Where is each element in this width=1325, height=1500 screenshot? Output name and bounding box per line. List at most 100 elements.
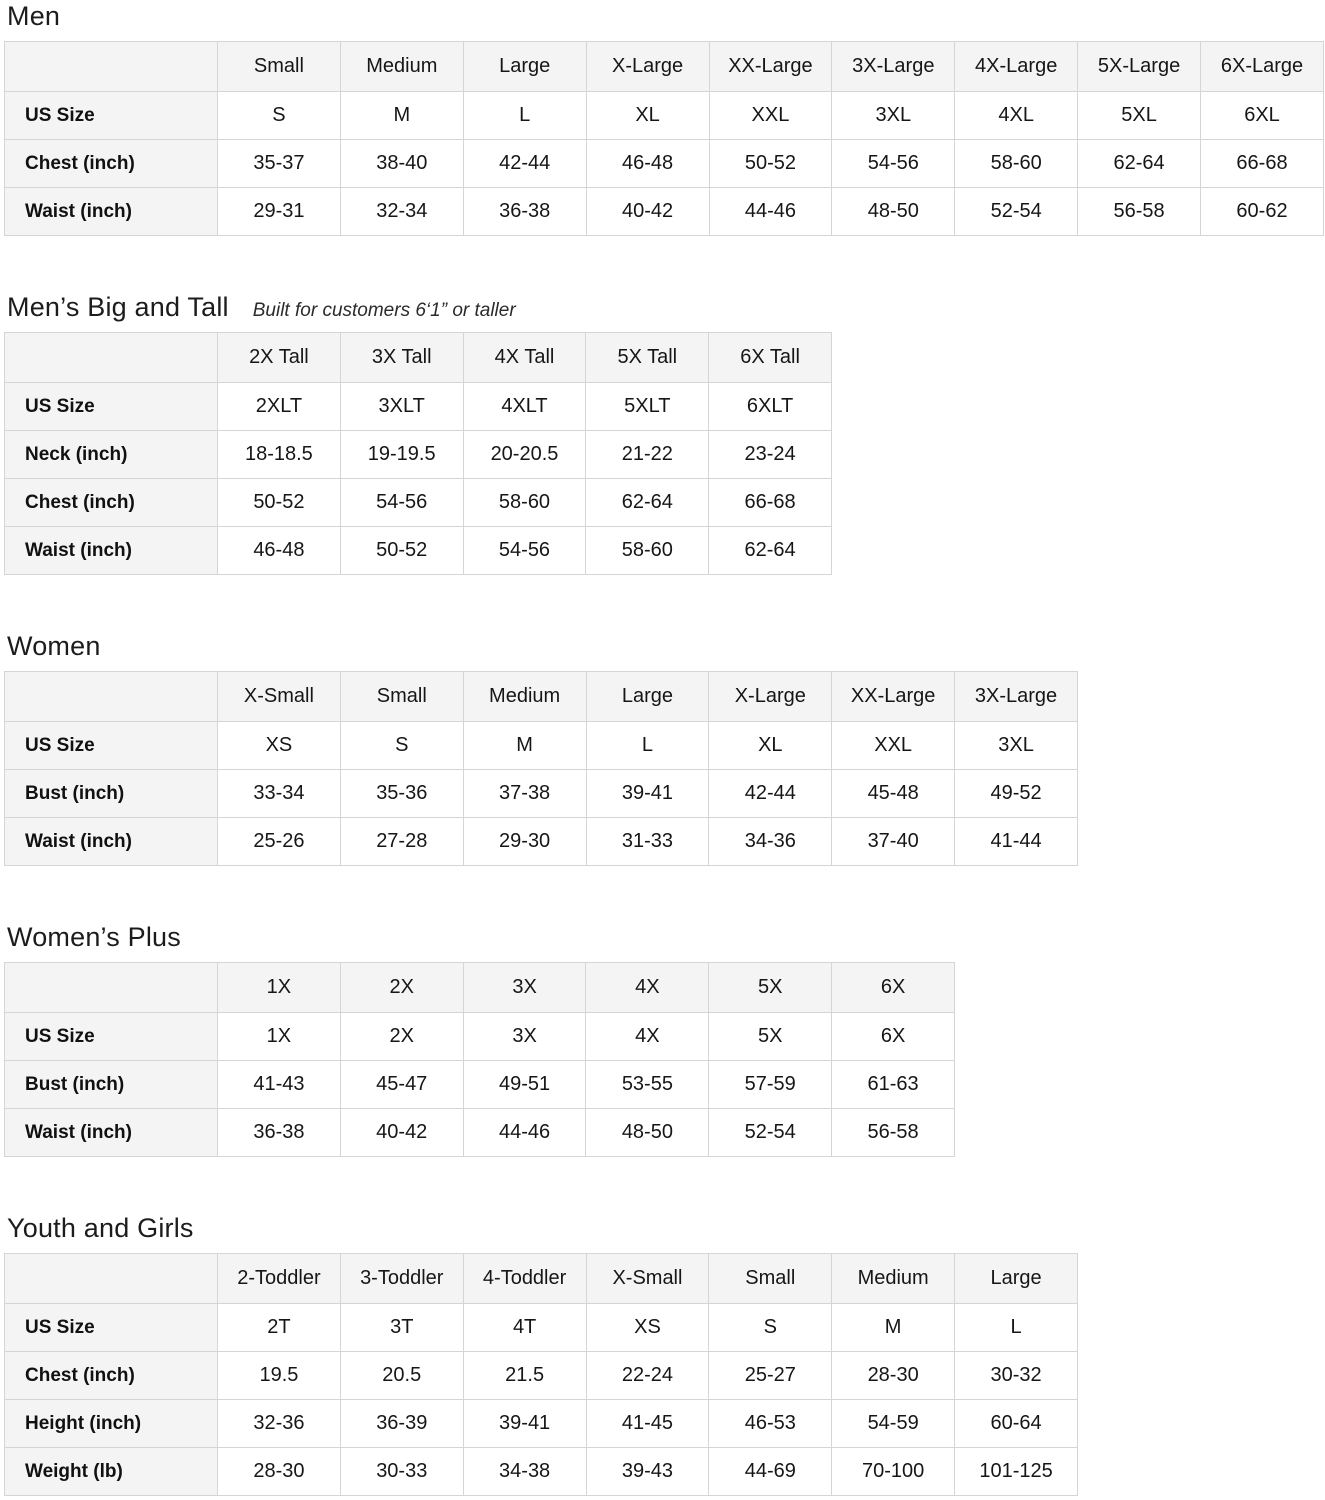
data-cell: 62-64 — [585, 478, 710, 527]
data-cell: L — [954, 1303, 1078, 1352]
column-header-cell: Medium — [339, 41, 464, 92]
column-header-cell: 2X Tall — [217, 332, 341, 383]
table-row: Bust (inch) 33-34 35-36 37-38 39-41 42-44 45-4… — [4, 769, 1078, 818]
size-table: Small Medium Large X-Large XX-Large 3X-Large 4… — [4, 41, 1324, 236]
data-cell: L — [462, 91, 587, 140]
table-row: Chest (inch) 19.5 20.5 21.5 22-24 25-27 28-30 3… — [4, 1351, 1078, 1400]
data-cell: 41-45 — [585, 1399, 710, 1448]
corner-cell — [4, 1253, 218, 1304]
column-header-cell: XX-Large — [831, 671, 956, 722]
column-header-cell: 3X — [462, 962, 587, 1013]
data-cell: 22-24 — [585, 1351, 710, 1400]
table-row: Height (inch) 32-36 36-39 39-41 41-45 46-53 54… — [4, 1399, 1078, 1448]
row-label-cell: Chest (inch) — [4, 1351, 218, 1400]
row-label-cell: US Size — [4, 382, 218, 431]
data-cell: 58-60 — [462, 478, 587, 527]
column-header-cell: 6X-Large — [1200, 41, 1324, 92]
data-cell: 36-38 — [462, 187, 587, 236]
data-cell: 25-27 — [708, 1351, 833, 1400]
data-cell: M — [462, 721, 587, 770]
data-cell: 60-62 — [1200, 187, 1324, 236]
table-row: Waist (inch) 25-26 27-28 29-30 31-33 34-36 37-… — [4, 817, 1078, 866]
column-header-cell: Medium — [462, 671, 587, 722]
data-cell: S — [339, 721, 464, 770]
column-header-row: Small Medium Large X-Large XX-Large 3X-Large 4… — [4, 41, 1324, 92]
data-cell: 3XL — [831, 91, 956, 140]
size-table: X-Small Small Medium Large X-Large XX-Large 3X… — [4, 671, 1078, 866]
data-cell: 18-18.5 — [217, 430, 341, 479]
size-table-body: US Size 2XLT 3XLT 4XLT 5XLT 6XLT Neck (inch) 18… — [4, 382, 832, 575]
data-cell: 40-42 — [339, 1108, 464, 1157]
data-cell: 50-52 — [708, 139, 833, 188]
data-cell: 39-43 — [585, 1447, 710, 1496]
data-cell: 66-68 — [708, 478, 832, 527]
data-cell: 3XL — [954, 721, 1078, 770]
data-cell: 3T — [339, 1303, 464, 1352]
data-cell: 30-32 — [954, 1351, 1078, 1400]
data-cell: 20-20.5 — [462, 430, 587, 479]
table-row: Waist (inch) 46-48 50-52 54-56 58-60 62-64 — [4, 526, 832, 575]
data-cell: 5XL — [1077, 91, 1201, 140]
data-cell: 52-54 — [954, 187, 1079, 236]
data-cell: 19-19.5 — [339, 430, 464, 479]
column-header-row: 2-Toddler 3-Toddler 4-Toddler X-Small Small M… — [4, 1253, 1078, 1304]
data-cell: 39-41 — [462, 1399, 587, 1448]
size-section: Women’s Plus 1X 2X 3X 4X 5X 6X US Size 1X 2X 3X 4… — [4, 922, 1325, 1157]
size-table-head: Small Medium Large X-Large XX-Large 3X-Large 4… — [4, 41, 1324, 92]
data-cell: 4X — [585, 1012, 710, 1061]
column-header-cell: 4X — [585, 962, 710, 1013]
data-cell: 21.5 — [462, 1351, 587, 1400]
row-label-cell: Chest (inch) — [4, 139, 218, 188]
data-cell: 101-125 — [954, 1447, 1078, 1496]
column-header-cell: 3X Tall — [339, 332, 464, 383]
data-cell: 49-52 — [954, 769, 1078, 818]
size-table-head: 1X 2X 3X 4X 5X 6X — [4, 962, 955, 1013]
section-header: Men — [7, 1, 1325, 32]
column-header-cell: XX-Large — [708, 41, 833, 92]
data-cell: 4XLT — [462, 382, 587, 431]
table-row: US Size XS S M L XL XXL 3XL — [4, 721, 1078, 770]
column-header-row: 2X Tall 3X Tall 4X Tall 5X Tall 6X Tall — [4, 332, 832, 383]
table-row: Waist (inch) 36-38 40-42 44-46 48-50 52-54 56-… — [4, 1108, 955, 1157]
data-cell: 6XL — [1200, 91, 1324, 140]
section-title: Women — [7, 631, 101, 661]
row-label-cell: Waist (inch) — [4, 526, 218, 575]
size-section: Women X-Small Small Medium Large X-Large XX-L… — [4, 631, 1325, 866]
data-cell: 50-52 — [217, 478, 341, 527]
column-header-cell: 5X Tall — [585, 332, 710, 383]
row-label-cell: Bust (inch) — [4, 1060, 218, 1109]
data-cell: 54-56 — [462, 526, 587, 575]
data-cell: 36-38 — [217, 1108, 341, 1157]
data-cell: XS — [585, 1303, 710, 1352]
column-header-cell: 4X Tall — [462, 332, 587, 383]
row-label-cell: US Size — [4, 1303, 218, 1352]
column-header-cell: 3X-Large — [831, 41, 956, 92]
data-cell: 53-55 — [585, 1060, 710, 1109]
column-header-cell: X-Small — [585, 1253, 710, 1304]
corner-cell — [4, 332, 218, 383]
data-cell: 1X — [217, 1012, 341, 1061]
data-cell: 33-34 — [217, 769, 341, 818]
data-cell: 52-54 — [708, 1108, 833, 1157]
column-header-cell: Small — [217, 41, 341, 92]
column-header-cell: 6X — [831, 962, 955, 1013]
row-label-cell: Weight (lb) — [4, 1447, 218, 1496]
data-cell: 45-47 — [339, 1060, 464, 1109]
data-cell: 46-53 — [708, 1399, 833, 1448]
data-cell: 35-36 — [339, 769, 464, 818]
data-cell: 2T — [217, 1303, 341, 1352]
section-header: Women — [7, 631, 1325, 662]
section-header: Men’s Big and Tall Built for customers 6… — [7, 292, 1325, 323]
size-table-body: US Size XS S M L XL XXL 3XL Bust (inch) 33-34 35-3… — [4, 721, 1078, 866]
table-row: US Size 2XLT 3XLT 4XLT 5XLT 6XLT — [4, 382, 832, 431]
data-cell: 61-63 — [831, 1060, 955, 1109]
data-cell: 44-46 — [462, 1108, 587, 1157]
table-row: US Size S M L XL XXL 3XL 4XL 5XL 6XL — [4, 91, 1324, 140]
column-header-cell: 4X-Large — [954, 41, 1079, 92]
data-cell: M — [831, 1303, 956, 1352]
data-cell: 3X — [462, 1012, 587, 1061]
column-header-cell: X-Small — [217, 671, 341, 722]
data-cell: 44-46 — [708, 187, 833, 236]
data-cell: 5XLT — [585, 382, 710, 431]
column-header-cell: Small — [708, 1253, 833, 1304]
